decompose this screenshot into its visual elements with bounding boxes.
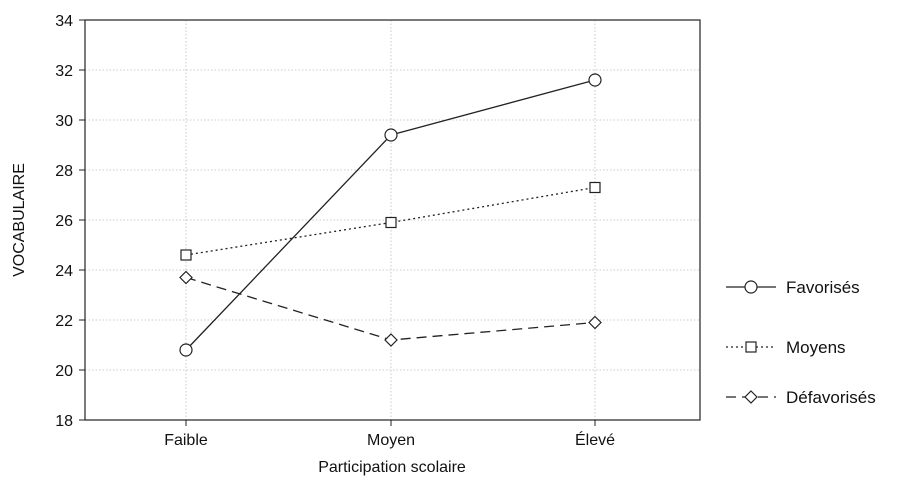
data-point-square <box>180 249 192 261</box>
data-point-square <box>385 216 397 229</box>
y-tick-label: 30 <box>55 113 73 130</box>
y-tick-label: 24 <box>55 263 73 280</box>
legend: Favorisés Moyens Défavorisés <box>726 278 876 407</box>
y-tick-label: 20 <box>55 363 73 380</box>
series-2 <box>179 270 602 347</box>
legend-item: Favorisés <box>726 278 860 297</box>
data-point-diamond <box>384 333 398 347</box>
y-tick-label: 26 <box>55 213 73 230</box>
y-tick-label: 22 <box>55 313 73 330</box>
legend-marker-diamond <box>744 390 758 404</box>
y-axis-title: VOCABULAIRE <box>11 163 28 277</box>
x-axis-title: Participation scolaire <box>318 459 466 476</box>
y-tick-label: 32 <box>55 63 73 80</box>
legend-marker-square <box>745 341 757 353</box>
legend-item: Moyens <box>726 338 846 357</box>
data-point-circle <box>384 128 398 142</box>
legend-item: Défavorisés <box>726 388 876 407</box>
series-1 <box>180 181 601 261</box>
x-axis-ticks: Faible Moyen Élevé <box>164 420 615 449</box>
y-tick-label: 34 <box>55 13 73 30</box>
series-line <box>185 79 596 351</box>
y-tick-label: 28 <box>55 163 73 180</box>
x-tick-label: Élevé <box>575 430 615 449</box>
legend-label: Moyens <box>786 338 846 357</box>
series-0 <box>179 73 602 357</box>
x-tick-label: Faible <box>164 432 208 449</box>
legend-marker-circle <box>744 280 758 294</box>
x-tick-label: Moyen <box>367 432 415 449</box>
series-line <box>185 186 596 256</box>
series-group <box>179 73 602 357</box>
series-line <box>185 276 596 341</box>
legend-label: Défavorisés <box>786 388 876 407</box>
data-point-diamond <box>179 270 193 285</box>
y-tick-label: 18 <box>55 413 73 430</box>
legend-label: Favorisés <box>786 278 860 297</box>
data-point-diamond <box>588 315 602 330</box>
data-point-circle <box>179 343 193 357</box>
y-axis-ticks: 18 20 22 24 26 28 30 32 34 <box>55 13 85 430</box>
data-point-square <box>589 181 601 194</box>
data-point-circle <box>588 73 602 87</box>
